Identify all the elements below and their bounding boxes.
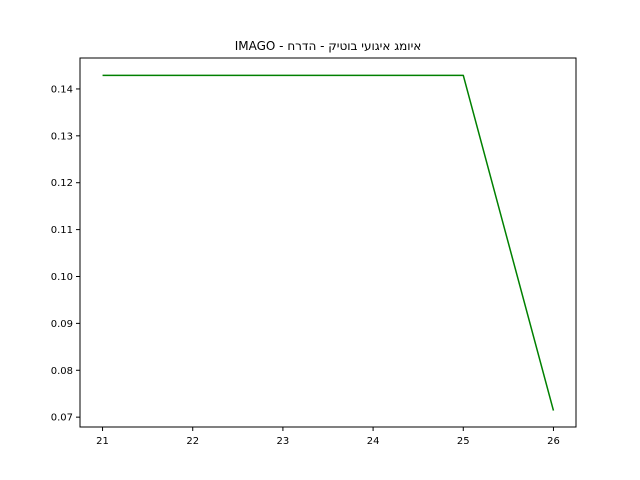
plot-area: 21 22 23 24 25 26 0.07 0.08 0.09 0.10 0.11 0.12 0.13… [51, 74, 560, 447]
chart-title: IMAGO - איומג איגועי בוטיק - הדרח [235, 39, 422, 53]
x-tick-label: 25 [457, 436, 470, 447]
y-tick-label: 0.12 [51, 178, 73, 189]
y-tick-label: 0.10 [51, 272, 73, 283]
x-tick-label: 26 [547, 436, 560, 447]
x-tick-label: 22 [186, 436, 199, 447]
x-tick-label: 23 [277, 436, 290, 447]
x-tick-label: 24 [367, 436, 380, 447]
axes-frame [79, 57, 577, 428]
y-tick-label: 0.09 [51, 319, 73, 330]
y-tick-label: 0.14 [51, 84, 73, 95]
series-line [102, 74, 555, 411]
y-tick-label: 0.11 [51, 225, 73, 236]
y-tick-label: 0.07 [51, 413, 73, 424]
y-tick-label: 0.13 [51, 131, 73, 142]
x-tick-label: 21 [96, 436, 109, 447]
y-tick-label: 0.08 [51, 366, 73, 377]
